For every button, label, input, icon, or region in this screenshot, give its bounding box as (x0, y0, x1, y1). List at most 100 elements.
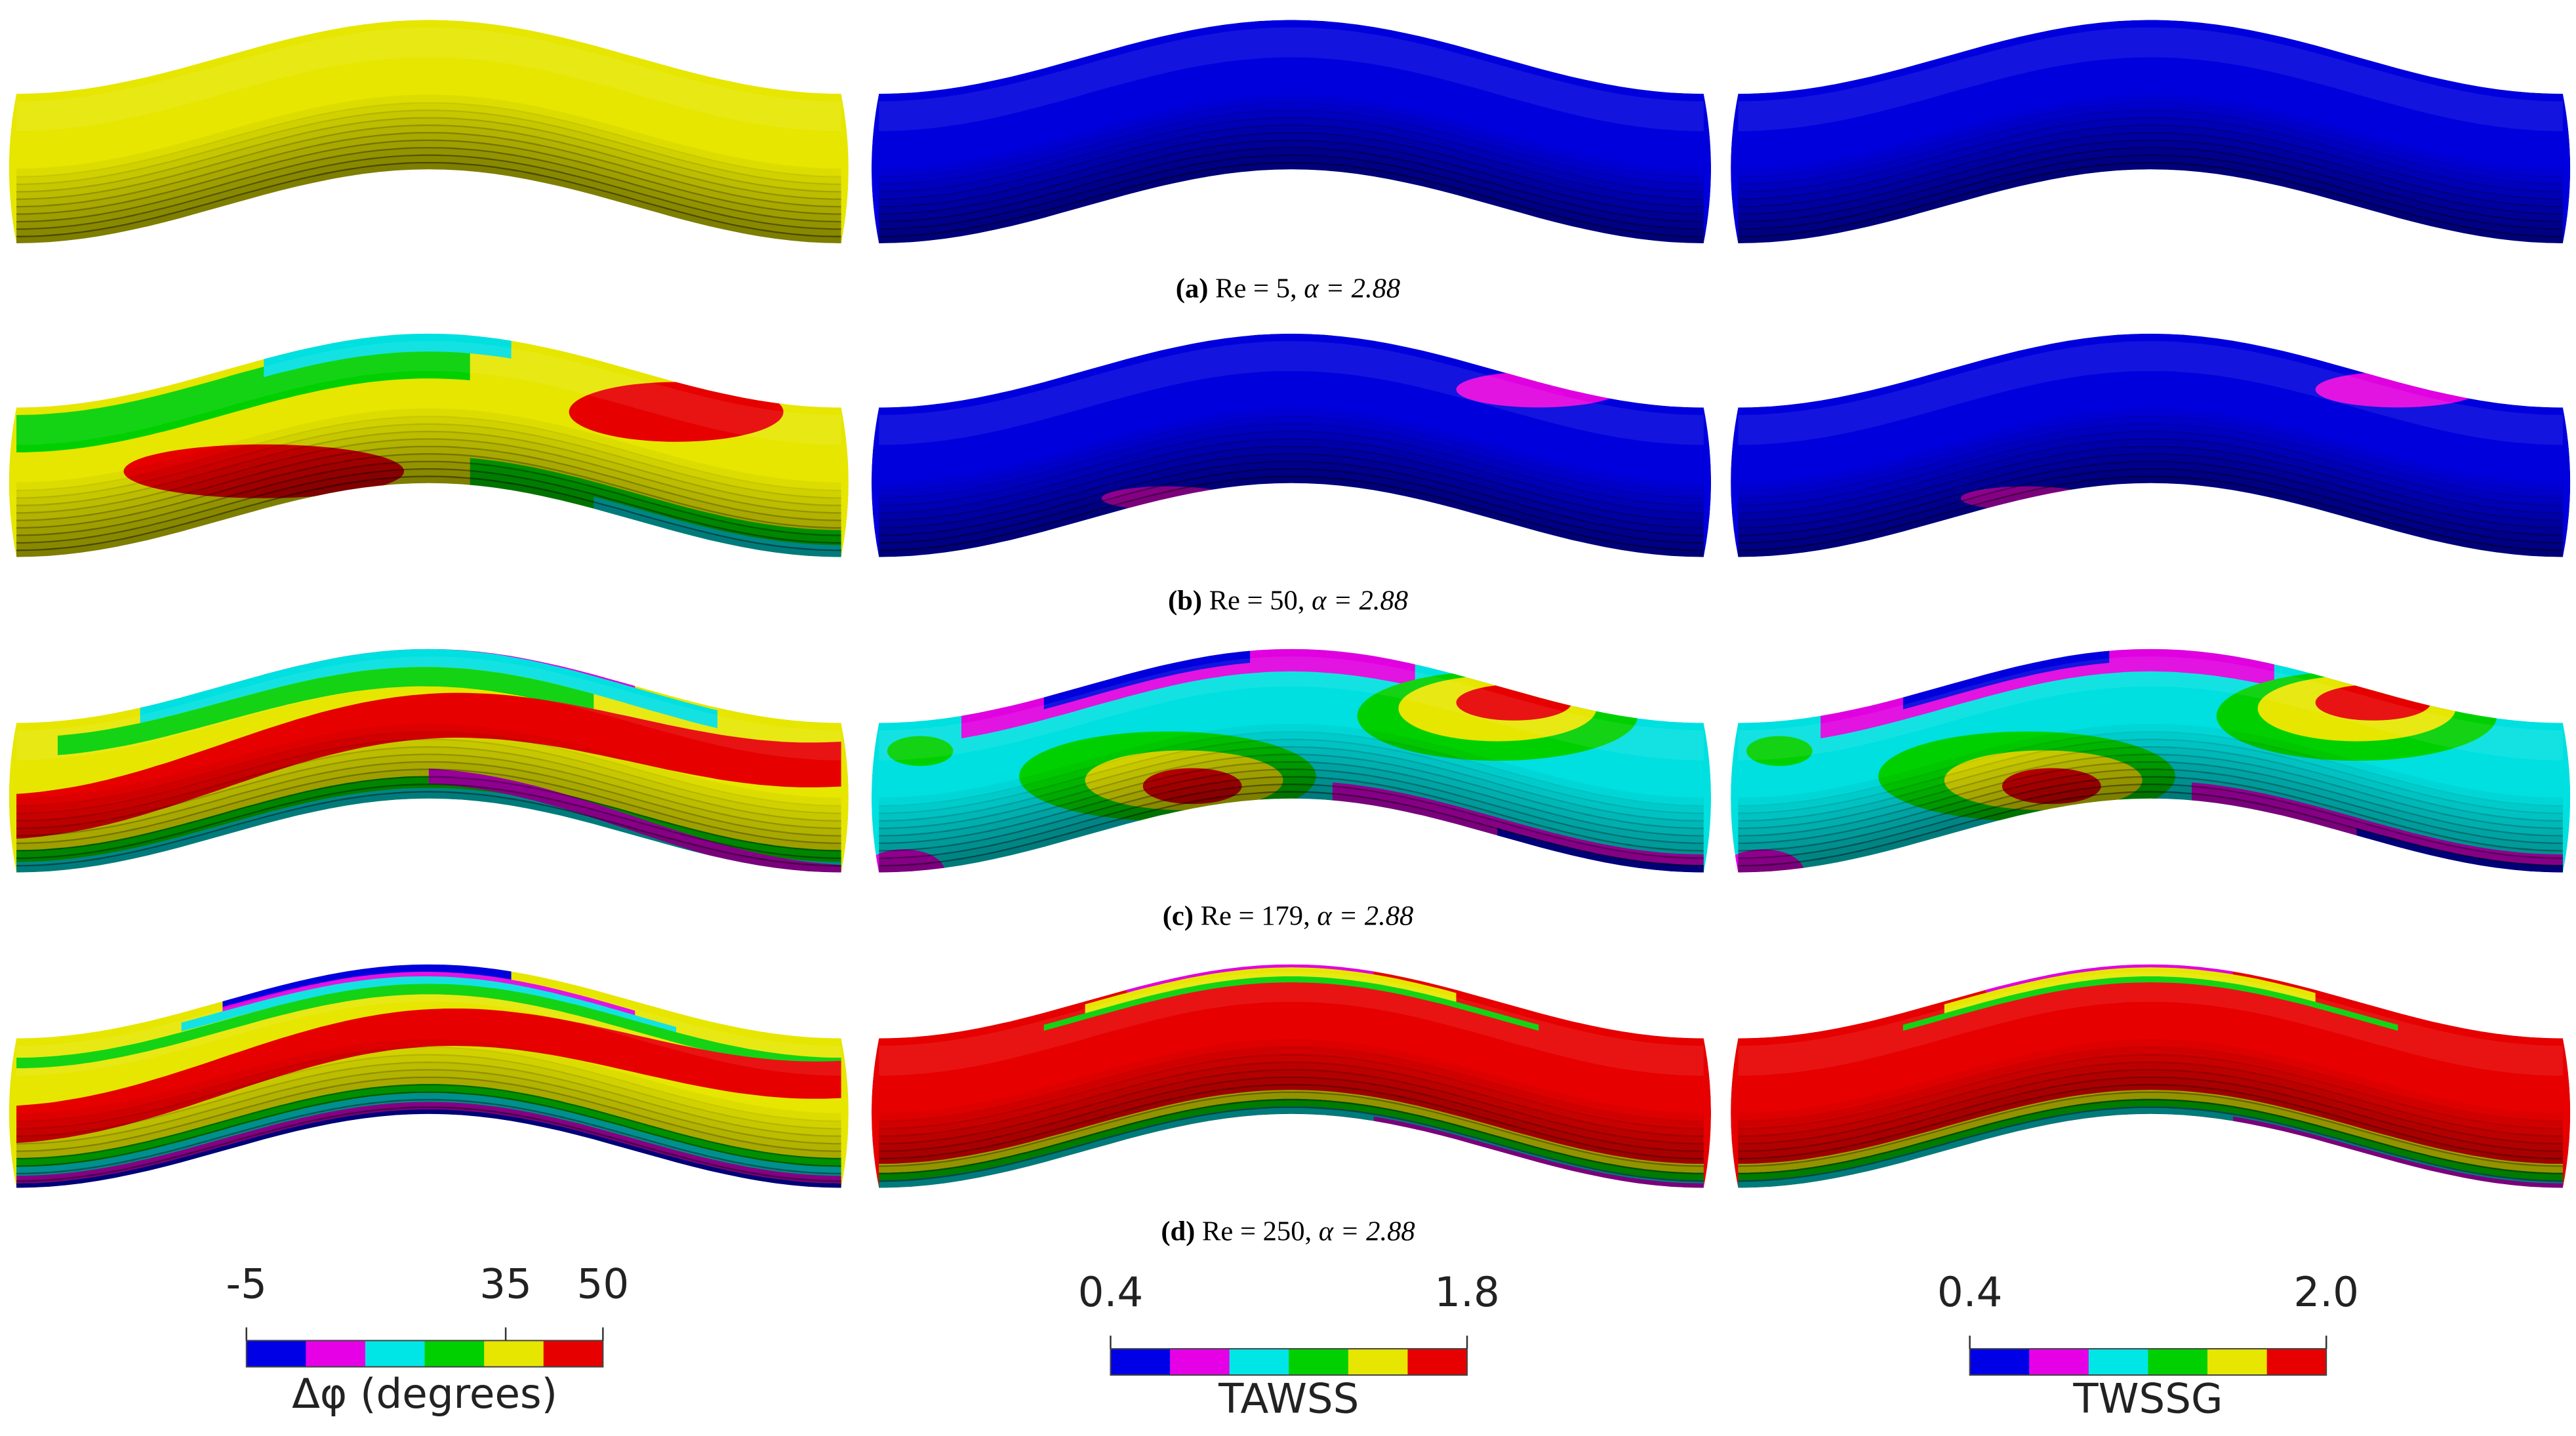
colorbar-segment (2148, 1348, 2208, 1376)
contour-band (16, 1061, 841, 1145)
contour-band (16, 1102, 841, 1184)
contour-band (2356, 828, 2563, 873)
contour-band (1738, 117, 2563, 200)
contour-band (16, 423, 841, 507)
contour-band (1738, 1090, 2563, 1173)
contour-band (879, 738, 1704, 822)
womersley-number: α = 2.88 (1317, 901, 1413, 932)
contour-band (1738, 154, 2563, 238)
contour-band (879, 746, 1704, 829)
panel-caption: (d) Re = 250, α = 2.88 (1161, 1216, 1415, 1247)
contour-band (1738, 1039, 2563, 1123)
contour-patch (887, 736, 954, 767)
panel-caption: (b) Re = 50, α = 2.88 (1168, 586, 1408, 616)
contour-band (16, 1084, 841, 1167)
contour-band (1738, 124, 2563, 208)
vessel (871, 20, 1712, 244)
contour-band (1738, 27, 2563, 132)
colorbar-segment (2207, 1348, 2268, 1376)
vessel (9, 648, 849, 873)
vessel (9, 333, 849, 557)
contour-band (2192, 782, 2563, 873)
contour-band (879, 416, 1704, 499)
contour-band (16, 416, 841, 499)
contour-band (16, 1098, 841, 1182)
panel-label: (a) (1176, 273, 1209, 304)
panel-label: (b) (1168, 586, 1202, 616)
vessel-wall (871, 20, 1712, 244)
contour-band (1738, 453, 2563, 536)
contour-patch (1142, 768, 1242, 805)
contour-band (879, 110, 1704, 193)
contour-band (16, 746, 841, 829)
vessel (1731, 964, 2571, 1188)
contour-band (879, 147, 1704, 230)
contour-band (16, 1047, 841, 1130)
contour-band (1944, 967, 2316, 1015)
colorbar-segment (1170, 1348, 1230, 1376)
contour-band (16, 408, 841, 492)
contour-band (16, 1039, 841, 1123)
contour-band (16, 341, 841, 445)
contour-band (879, 1084, 1704, 1167)
womersley-number: α = 2.88 (1312, 586, 1408, 616)
colorbar-segment (1407, 1348, 1468, 1376)
contour-band (16, 1091, 841, 1174)
contour-band (16, 102, 841, 186)
contour-band (1738, 468, 2563, 551)
colorbar-tick-label: 35 (479, 1260, 532, 1307)
contour-band (1332, 782, 1704, 873)
contour-band (879, 132, 1704, 215)
reynolds-number: Re = 5, (1215, 273, 1297, 304)
contour-band (879, 731, 1704, 814)
contour-band (16, 154, 841, 238)
contour-band (16, 132, 841, 215)
contour-band (16, 468, 841, 551)
contour-band (181, 976, 677, 1036)
colorbar-segment (365, 1340, 426, 1367)
womersley-number: α = 2.88 (1319, 1216, 1415, 1247)
vessel-wall (1731, 20, 2571, 244)
contour-band (1738, 761, 2563, 845)
contour-band (879, 460, 1704, 544)
contour-band (1738, 746, 2563, 829)
colorbar-tick-label: -5 (226, 1260, 267, 1307)
contour-band (879, 1069, 1704, 1152)
colorbar-segment (1969, 1348, 2030, 1376)
contour-band (1738, 768, 2563, 852)
contour-band (16, 1054, 841, 1138)
contour-band (879, 124, 1704, 208)
contour-band (879, 972, 1704, 1076)
contour-band (16, 27, 841, 132)
contour-band (1738, 972, 2563, 1076)
contour-band (879, 1091, 1704, 1174)
contour-band (16, 776, 841, 859)
contour-band (16, 117, 841, 200)
contour-band (1738, 132, 2563, 215)
contour-band (16, 445, 841, 529)
colorbar-tick-label: 50 (577, 1260, 630, 1307)
colorbar-tick-label: 1.8 (1434, 1268, 1500, 1316)
contour-band (16, 1008, 841, 1144)
contour-band (16, 1076, 841, 1160)
contour-band (1738, 438, 2563, 521)
contour-band (879, 761, 1704, 845)
contour-band (879, 27, 1704, 132)
contour-patch (569, 382, 784, 442)
colorbar-frame (1110, 1347, 1468, 1376)
contour-band (1738, 1084, 2563, 1167)
contour-band (1738, 1098, 2563, 1181)
contour-band (879, 117, 1704, 200)
contour-band (1738, 445, 2563, 529)
colorbar-tick-label: 2.0 (2293, 1268, 2359, 1316)
contour-band (879, 1054, 1704, 1138)
contour-band (879, 423, 1704, 507)
contour-band (1738, 147, 2563, 230)
contour-band (428, 768, 841, 873)
vessel (871, 964, 1712, 1188)
colorbar-tick-label: 0.4 (1078, 1268, 1144, 1316)
contour-band (1738, 341, 2563, 445)
contour-band (222, 972, 635, 1018)
contour-band (879, 1090, 1704, 1173)
